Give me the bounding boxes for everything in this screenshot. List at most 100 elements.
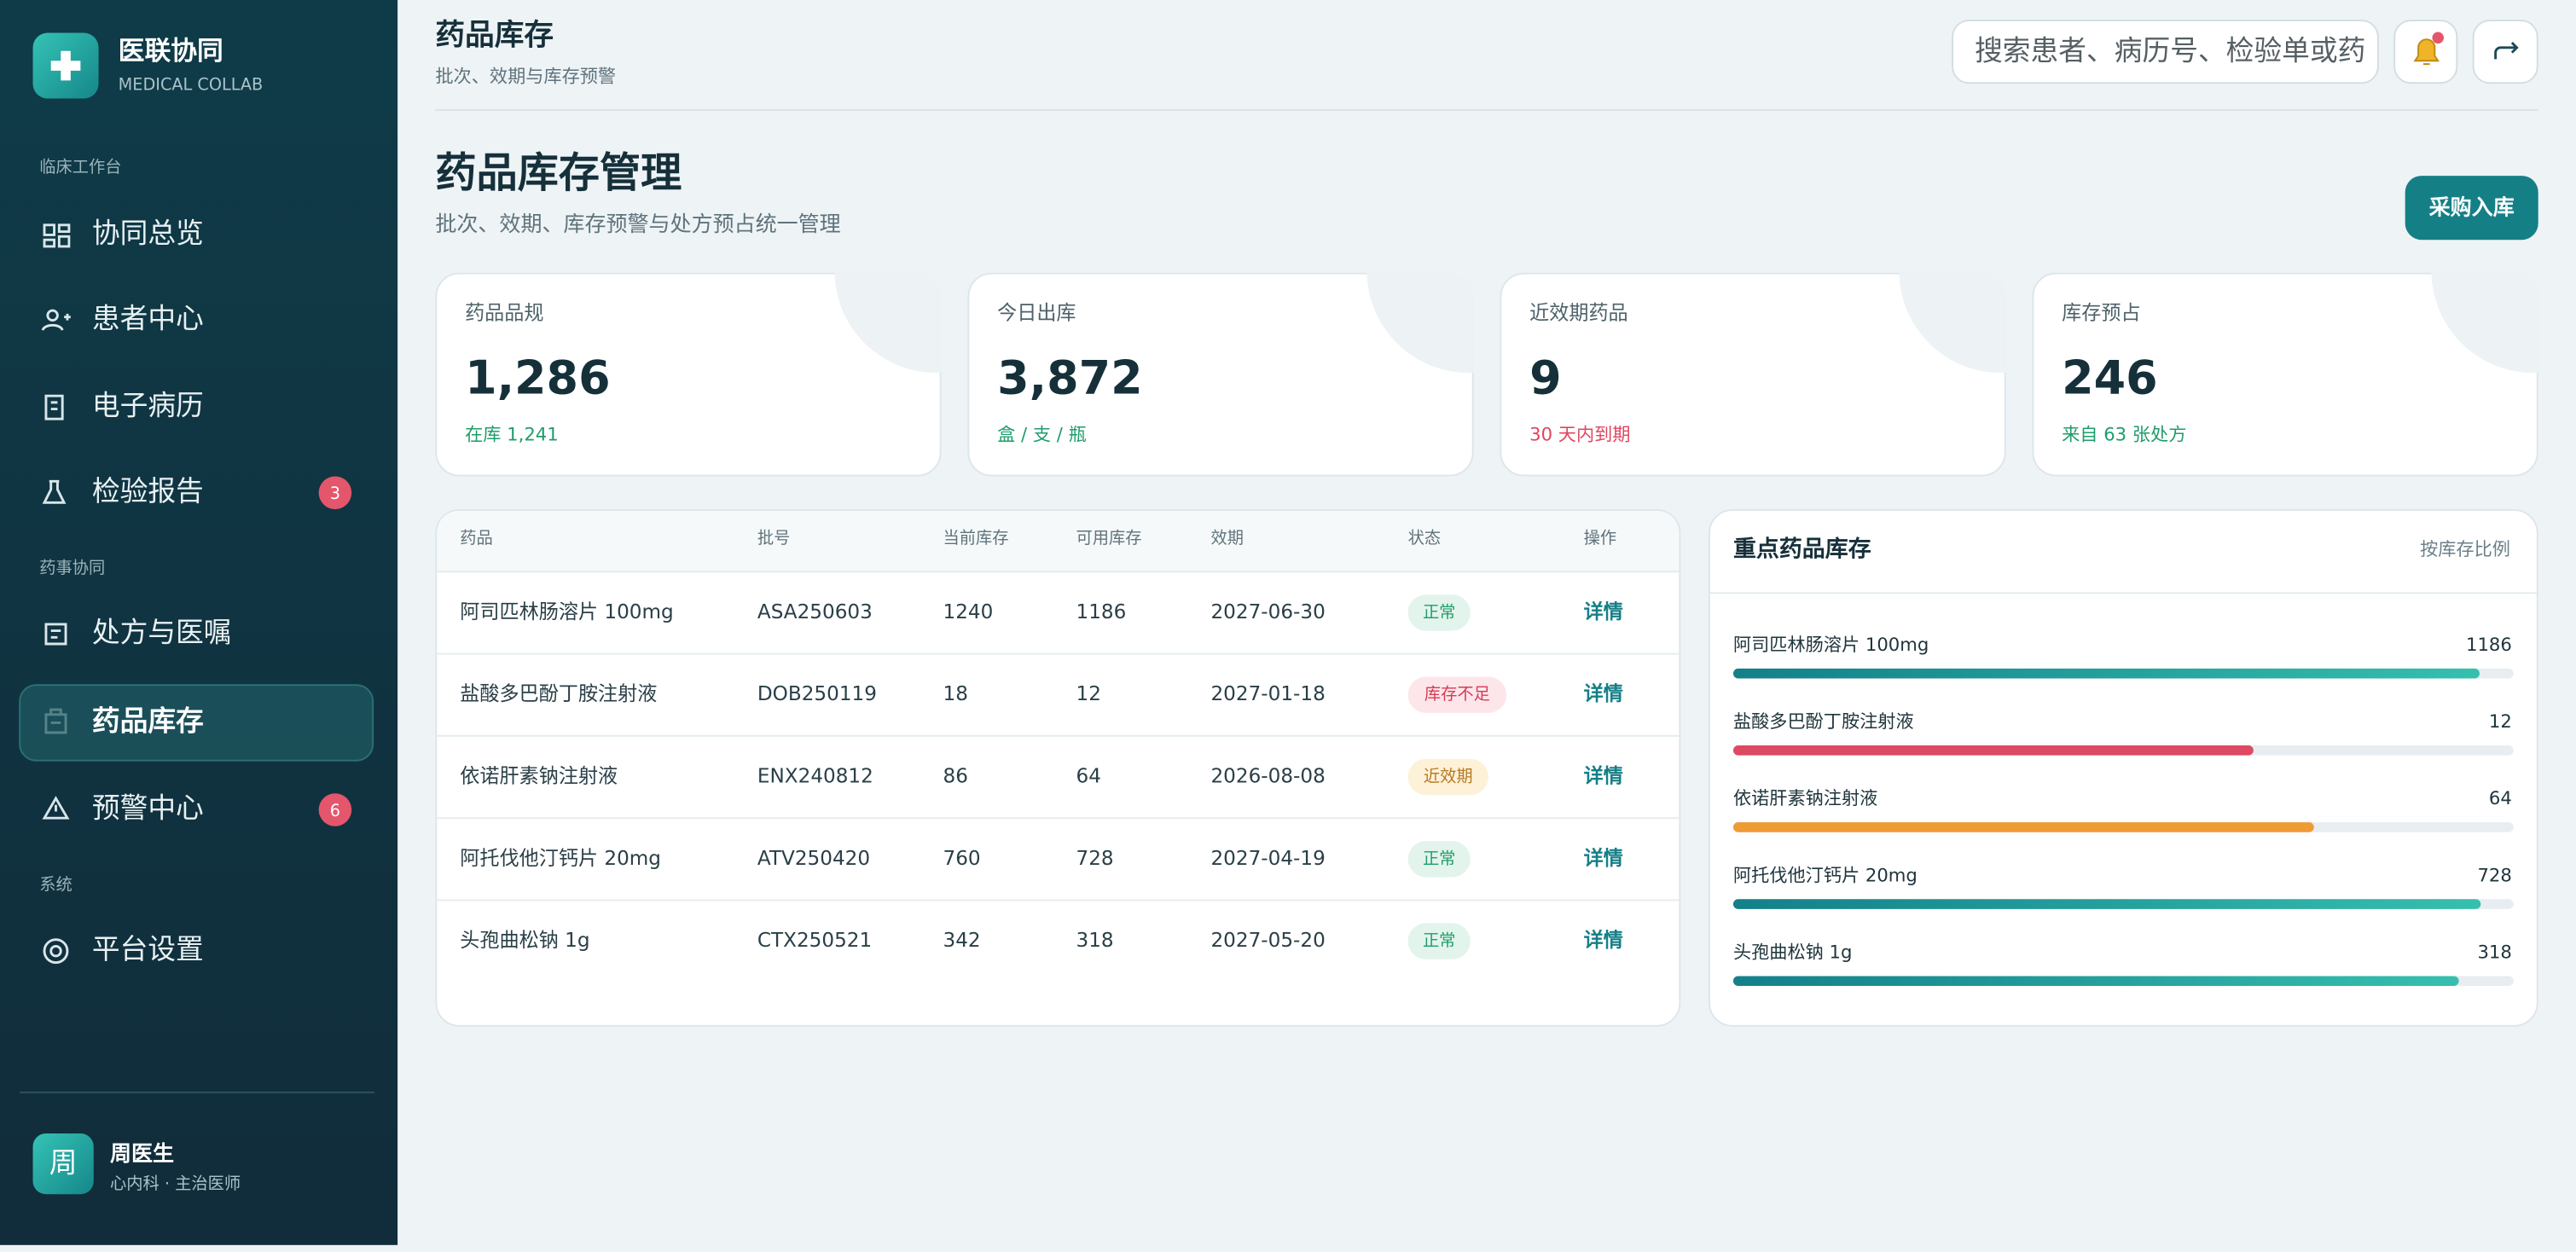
bell-icon bbox=[2413, 38, 2440, 66]
stock-bar bbox=[1732, 668, 2480, 679]
cell: 64 bbox=[1076, 766, 1101, 788]
stock-bar bbox=[1732, 899, 2481, 909]
user-name: 周医生 bbox=[110, 1141, 174, 1166]
row-action[interactable]: 详情 bbox=[1584, 682, 1623, 705]
stat-value: 246 bbox=[2062, 351, 2158, 404]
nav-item[interactable]: 协同总览 bbox=[92, 217, 204, 249]
status-label: 库存不足 bbox=[1424, 684, 1490, 704]
row-action[interactable]: 详情 bbox=[1584, 765, 1623, 788]
row-action[interactable]: 详情 bbox=[1584, 929, 1623, 952]
nav-item[interactable]: 患者中心 bbox=[92, 303, 204, 335]
stock-item-value: 1186 bbox=[2466, 634, 2512, 655]
stat-card bbox=[2032, 272, 2538, 477]
cell: CTX250521 bbox=[757, 930, 872, 952]
sidebar bbox=[0, 0, 398, 1245]
avatar bbox=[32, 1133, 94, 1195]
stat-decoration bbox=[834, 272, 942, 374]
cell: 盐酸多巴酚丁胺注射液 bbox=[460, 683, 657, 705]
header-title: 药品库存 bbox=[435, 18, 554, 52]
cell: 1240 bbox=[943, 601, 994, 623]
brand-subtitle: MEDICAL COLLAB bbox=[119, 75, 264, 95]
nav-item[interactable]: 处方与医嘱 bbox=[92, 616, 232, 648]
search-box[interactable] bbox=[1952, 20, 2379, 84]
stock-panel bbox=[1709, 509, 2538, 1027]
column-header: 状态 bbox=[1408, 528, 1442, 548]
column-header: 批号 bbox=[757, 528, 791, 548]
cell: 342 bbox=[943, 930, 981, 952]
cell: 阿托伐他汀钙片 20mg bbox=[460, 848, 661, 870]
status-pill bbox=[1407, 758, 1488, 796]
nav-icons bbox=[41, 223, 71, 965]
stat-note: 来自 63 张处方 bbox=[2062, 423, 2186, 444]
cell: 12 bbox=[1076, 683, 1101, 705]
cell: 2027-05-20 bbox=[1210, 930, 1325, 952]
nav-item[interactable]: 检验报告 bbox=[92, 475, 204, 507]
column-header: 效期 bbox=[1210, 528, 1243, 548]
primary-button-label[interactable]: 采购入库 bbox=[2429, 195, 2515, 220]
badge-count: 6 bbox=[330, 801, 340, 820]
cell: 2027-06-30 bbox=[1210, 601, 1325, 623]
stat-label: 库存预占 bbox=[2062, 302, 2140, 324]
stat-note: 盒 / 支 / 瓶 bbox=[997, 423, 1087, 444]
cell: DOB250119 bbox=[757, 683, 877, 705]
column-header: 药品 bbox=[460, 528, 493, 548]
status-pill bbox=[1407, 676, 1507, 713]
stock-bar bbox=[1732, 976, 2459, 986]
page-title: 药品库存管理 bbox=[435, 149, 682, 197]
stock-item-value: 728 bbox=[2477, 864, 2511, 885]
nav-section: 临床工作台 bbox=[39, 157, 121, 177]
badge bbox=[318, 476, 352, 510]
stock-bar bbox=[1732, 745, 2254, 756]
notification-dot bbox=[2432, 32, 2444, 44]
panel-note: 按库存比例 bbox=[2420, 538, 2510, 559]
status-label: 正常 bbox=[1423, 930, 1455, 950]
stat-note: 在库 1,241 bbox=[465, 423, 559, 444]
row-action[interactable]: 详情 bbox=[1584, 847, 1623, 870]
stock-bar bbox=[1732, 822, 2314, 832]
logo-cross bbox=[50, 50, 81, 81]
stat-value: 9 bbox=[1529, 351, 1562, 404]
status-pill bbox=[1407, 594, 1471, 631]
brand-name: 医联协同 bbox=[119, 36, 223, 67]
table-header bbox=[437, 510, 1680, 572]
cell: ENX240812 bbox=[757, 766, 873, 788]
cell: 18 bbox=[943, 683, 968, 705]
search-placeholder[interactable]: 搜索患者、病历号、检验单或药 bbox=[1975, 35, 2365, 67]
stat-decoration bbox=[1366, 272, 1474, 374]
user-role: 心内科 · 主治医师 bbox=[110, 1174, 241, 1193]
nav-item[interactable]: 电子病历 bbox=[92, 390, 204, 422]
nav-item[interactable]: 预警中心 bbox=[92, 792, 204, 825]
row-action[interactable]: 详情 bbox=[1584, 600, 1623, 623]
badge-count: 3 bbox=[330, 484, 340, 503]
stock-item-name: 阿司匹林肠溶片 100mg bbox=[1733, 634, 1929, 655]
cell: 86 bbox=[943, 766, 968, 788]
stat-decoration bbox=[2431, 272, 2538, 374]
stat-value: 1,286 bbox=[465, 351, 611, 404]
cell: 2026-08-08 bbox=[1210, 766, 1325, 788]
cell: 1186 bbox=[1076, 601, 1127, 623]
logout-button[interactable] bbox=[2472, 20, 2538, 84]
nav-section: 系统 bbox=[39, 875, 73, 895]
nav-item[interactable]: 平台设置 bbox=[92, 933, 204, 965]
status-label: 近效期 bbox=[1424, 767, 1473, 786]
cell: 728 bbox=[1076, 848, 1114, 870]
nav-active[interactable] bbox=[19, 684, 374, 762]
stock-item-value: 12 bbox=[2489, 710, 2512, 732]
status-label: 正常 bbox=[1423, 849, 1455, 868]
nav-item-active[interactable]: 药品库存 bbox=[92, 704, 204, 737]
stat-value: 3,872 bbox=[997, 351, 1143, 404]
column-header: 操作 bbox=[1584, 528, 1616, 548]
primary-button[interactable] bbox=[2405, 176, 2538, 241]
status-label: 正常 bbox=[1423, 602, 1455, 622]
stock-item-value: 318 bbox=[2477, 941, 2511, 962]
cell: 760 bbox=[943, 848, 981, 870]
stock-item-value: 64 bbox=[2489, 787, 2512, 809]
status-pill bbox=[1407, 923, 1471, 959]
stat-card bbox=[967, 272, 1474, 477]
stat-card bbox=[435, 272, 942, 477]
stat-card bbox=[1500, 272, 2006, 477]
stock-item-name: 盐酸多巴酚丁胺注射液 bbox=[1733, 710, 1914, 732]
stat-label: 近效期药品 bbox=[1529, 302, 1628, 324]
